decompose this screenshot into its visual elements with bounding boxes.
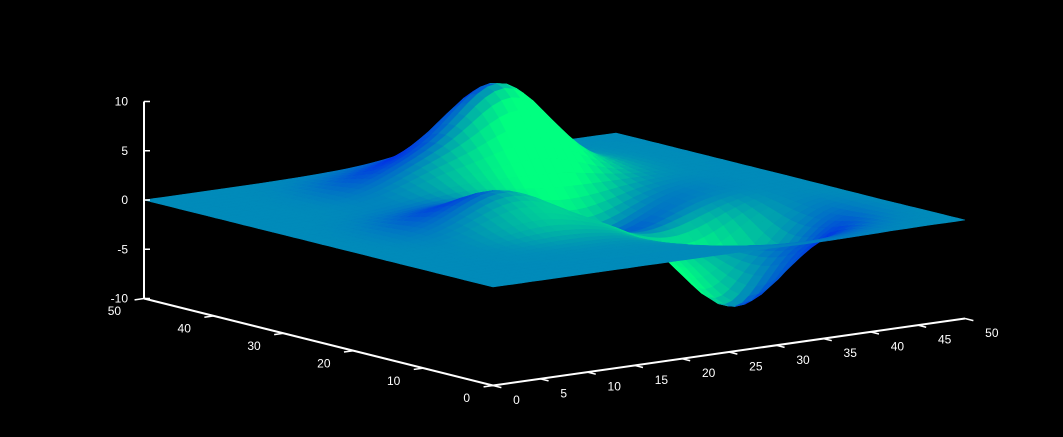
x-tick-label: 20 [702,366,716,380]
x-tick-mark [776,344,785,349]
x-tick-label: 40 [891,339,905,353]
x-tick-label: 0 [513,393,520,407]
x-tick-label: 45 [938,333,952,347]
y-tick-mark [134,297,145,301]
x-tick-mark [587,371,596,375]
z-tick-label: 0 [121,193,128,207]
y-tick-mark [483,384,494,388]
x-tick-label: 10 [608,380,622,394]
z-tick-label: 10 [115,95,129,109]
x-tick-mark [492,384,502,389]
z-tick-label: -10 [111,292,129,306]
y-tick-label: 40 [178,322,192,336]
y-tick-mark [204,315,214,318]
y-axis-line [143,297,494,387]
x-tick-mark [681,357,691,362]
y-tick-mark [274,332,284,336]
x-tick-mark [917,324,927,329]
surface-patch [948,217,966,222]
x-tick-label: 35 [844,346,858,360]
x-tick-mark [964,317,974,322]
x-tick-mark [728,351,738,355]
x-tick-mark [540,378,549,382]
x-tick-label: 25 [749,360,763,374]
z-tick-label: 5 [121,144,128,158]
x-tick-label: 15 [655,373,669,387]
y-tick-label: 10 [387,374,401,388]
y-tick-label: 30 [247,339,261,353]
z-tick-label: -5 [117,242,128,256]
x-tick-label: 50 [985,326,999,340]
y-tick-mark [343,349,354,353]
x-tick-label: 30 [796,353,810,367]
y-tick-label: 0 [463,391,470,405]
surface-mesh [143,83,966,307]
x-tick-mark [634,364,644,369]
x-tick-mark [870,331,880,335]
y-tick-label: 50 [108,304,122,318]
x-tick-mark [823,337,832,342]
x-tick-label: 5 [560,386,567,400]
y-tick-mark [413,367,424,371]
y-tick-label: 20 [317,356,331,370]
